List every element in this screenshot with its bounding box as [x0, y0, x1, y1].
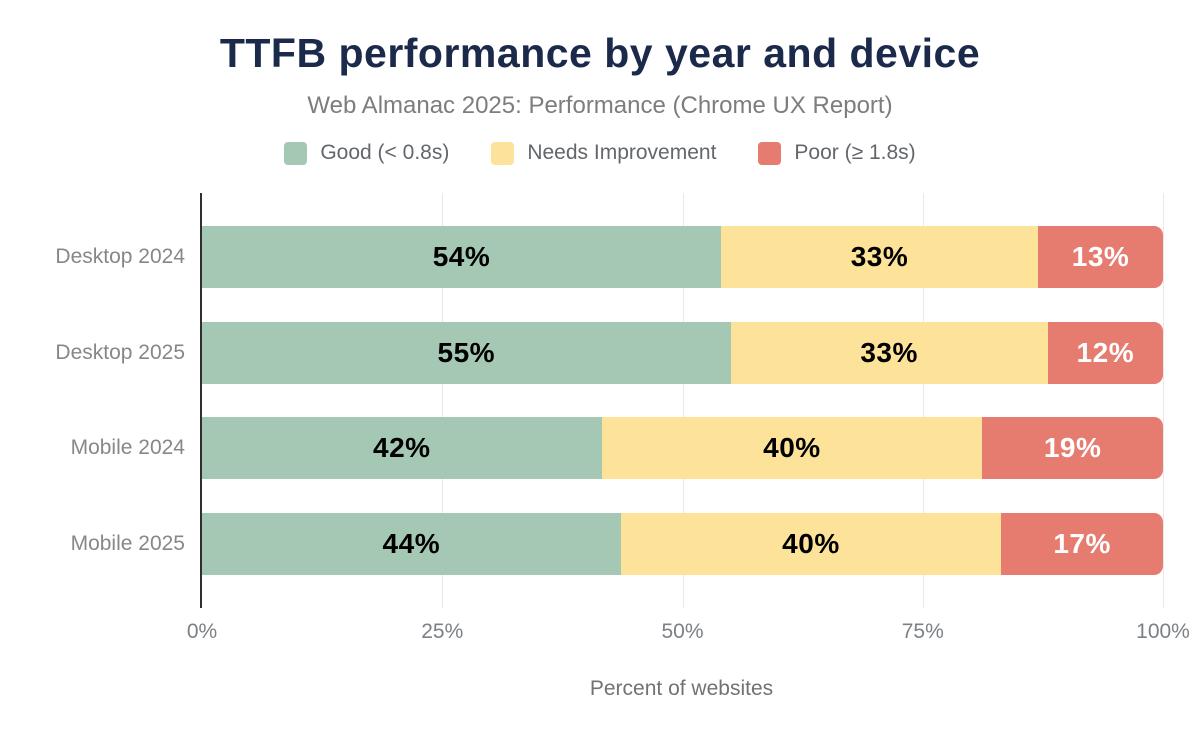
tick-label: 0%	[186, 620, 218, 643]
gridline-25	[442, 193, 444, 608]
segment-value-label: 12%	[1076, 336, 1135, 368]
segment-value-label: 33%	[860, 336, 918, 368]
legend-item-1: Needs Improvement	[491, 141, 716, 165]
tick-label: 100%	[1136, 620, 1190, 643]
legend-item-0: Good (< 0.8s)	[284, 141, 449, 165]
legend-label: Good (< 0.8s)	[320, 141, 450, 164]
bar-segment: 19%	[982, 417, 1163, 480]
segment-value-label: 44%	[382, 527, 441, 559]
tick-label: 25%	[421, 620, 464, 643]
legend-item-2: Poor (≥ 1.8s)	[758, 141, 916, 165]
category-label: Mobile 2024	[70, 436, 185, 460]
legend-swatch-icon	[284, 141, 308, 165]
segment-value-label: 13%	[1071, 241, 1130, 273]
legend-swatch-icon	[758, 141, 782, 165]
tick-label: 75%	[901, 620, 944, 643]
legend-label: Poor (≥ 1.8s)	[794, 141, 916, 164]
x-axis-title: Percent of websites	[589, 677, 774, 700]
bar-row: Desktop 2025 55% 33% 12%	[55, 321, 1163, 384]
segment-value-label: 40%	[763, 432, 821, 464]
bar-segment: 42%	[202, 417, 602, 480]
bar-segment: 33%	[730, 321, 1048, 384]
bar-segment: 12%	[1047, 321, 1163, 384]
segment-value-label: 42%	[373, 432, 431, 464]
bar-segment: 40%	[620, 512, 1002, 575]
legend-swatch-icon	[491, 141, 515, 165]
bar-segment: 55%	[202, 321, 731, 384]
segment-value-label: 17%	[1053, 527, 1111, 559]
bar-row: Mobile 2025 44% 40% 17%	[71, 512, 1163, 575]
category-label: Desktop 2025	[55, 340, 185, 364]
gridline-75	[922, 193, 924, 608]
bar-segment: 44%	[202, 512, 621, 575]
segment-value-label: 55%	[437, 336, 496, 368]
category-label: Desktop 2024	[55, 245, 185, 269]
legend: Good (< 0.8s) Needs Improvement Poor (≥ 1.…	[0, 141, 1200, 165]
chart-title: TTFB performance by year and device	[219, 30, 981, 76]
legend-label: Needs Improvement	[527, 141, 717, 164]
chart-subtitle: Web Almanac 2025: Performance (Chrome UX…	[307, 92, 893, 119]
tick-label: 50%	[661, 620, 704, 643]
bar-segment: 54%	[202, 226, 721, 289]
bar-segment: 13%	[1038, 226, 1163, 289]
segment-value-label: 40%	[782, 527, 840, 559]
bar-row: Desktop 2024 54% 33% 13%	[55, 226, 1163, 289]
segment-value-label: 19%	[1043, 432, 1102, 464]
segment-value-label: 54%	[432, 241, 491, 273]
segment-value-label: 33%	[850, 241, 909, 273]
category-label: Mobile 2025	[70, 531, 185, 555]
gridline-100	[1163, 193, 1164, 608]
plot-area: 0% 25% 50% 75% 100% Desktop 2024 54% 33% 13% Des…	[55, 193, 1190, 643]
bar-segment: 33%	[720, 226, 1039, 289]
gridline-50	[682, 193, 684, 608]
bar-row: Mobile 2024 42% 40% 19%	[71, 417, 1163, 480]
bar-segment: 17%	[1001, 512, 1163, 575]
bar-segment: 40%	[601, 417, 983, 480]
